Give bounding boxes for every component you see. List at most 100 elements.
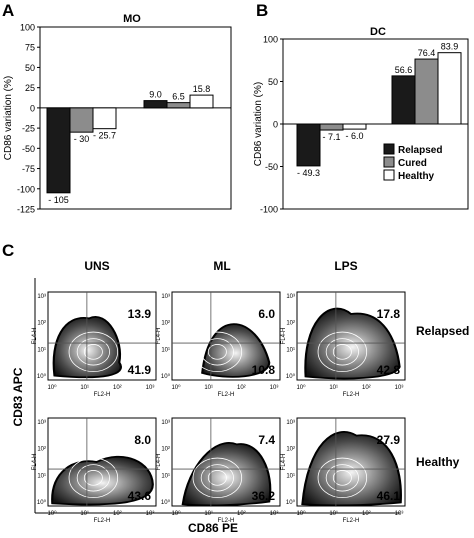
- chart-dc-bar-cured: [319, 123, 344, 131]
- flow-y-tick-label: 10⁰: [161, 499, 171, 506]
- flow-x-tick-label: 10⁰: [171, 510, 181, 517]
- flow-x-tick-label: 10¹: [204, 385, 213, 391]
- chart-dc-title: DC: [370, 26, 386, 38]
- flow-x-tick-label: 10⁰: [47, 510, 57, 517]
- flow-y-tick-label: 10¹: [286, 347, 295, 353]
- chart-dc-data-label: - 49.3: [297, 168, 320, 178]
- flow-x-tick-label: 10³: [270, 385, 279, 391]
- flow-y-tick-label: 10⁰: [161, 373, 171, 380]
- flow-density-contour: [52, 316, 122, 379]
- flow-contour-ring: [83, 344, 103, 360]
- flow-x-tick-label: 10⁰: [296, 510, 306, 517]
- chart-mo-y-axis-label: CD86 variation (%): [3, 76, 14, 160]
- flow-x-tick-label: 10²: [113, 511, 122, 517]
- row-label-relapsed: Relapsed: [416, 324, 469, 338]
- flow-x-tick-label: 10³: [146, 385, 155, 391]
- chart-mo-y-tick-label: -25: [22, 124, 35, 134]
- flow-density-contour: [181, 442, 272, 507]
- quadrant-value-lower-right: 46.1: [377, 489, 401, 503]
- col-label-ml: ML: [213, 259, 230, 273]
- flow-y-axis-label: FL4-H: [156, 454, 162, 471]
- chart-mo-y-tick-label: 0: [30, 103, 35, 113]
- chart-dc-data-label: - 7.1: [322, 132, 340, 142]
- chart-dc-y-tick-label: 0: [273, 120, 278, 130]
- chart-mo-bar-cured: [166, 102, 191, 109]
- chart-mo-title: MO: [123, 13, 141, 25]
- flow-contour-ring: [207, 344, 227, 360]
- chart-mo-data-label: - 105: [48, 195, 69, 205]
- flow-contour-ring: [332, 344, 352, 360]
- flow-x-tick-label: 10³: [395, 385, 404, 391]
- chart-dc-y-axis-label: CD86 variation (%): [253, 82, 264, 166]
- chart-mo-bar-healthy: [189, 94, 214, 109]
- flow-contour-ring: [325, 338, 359, 366]
- chart-mo: MO CD86 variation (%) -125 -100 -75 -50 -25 0…: [3, 13, 232, 215]
- chart-dc-bar-relapsed: [296, 123, 321, 167]
- chart-mo-bar-relapsed: [143, 100, 168, 109]
- flow-contour-ring: [317, 331, 368, 373]
- chart-dc-legend: Relapsed Cured Healthy: [383, 143, 442, 182]
- flow-density-contour: [201, 323, 271, 378]
- chart-mo-bar-healthy: [92, 107, 117, 130]
- chart-mo-data-label: 6.5: [172, 92, 185, 102]
- flow-plot-frame: [171, 291, 281, 381]
- chart-mo-y-tick-label: -100: [17, 184, 35, 194]
- flow-plot-frame: [296, 417, 406, 507]
- legend-swatch-cured: [383, 156, 395, 168]
- flow-y-tick-label: 10²: [161, 321, 170, 327]
- col-label-lps: LPS: [334, 259, 357, 273]
- flow-plot-frame: [296, 291, 406, 381]
- flow-x-tick-label: 10⁰: [47, 384, 57, 391]
- chart-dc-bar-healthy: [342, 123, 367, 130]
- chart-mo-y-tick-label: -50: [22, 144, 35, 154]
- chart-mo-y-tick-label: -75: [22, 164, 35, 174]
- flow-y-tick-label: 10³: [37, 420, 46, 426]
- legend-label-relapsed: Relapsed: [398, 145, 442, 156]
- quadrant-value-lower-right: 41.9: [128, 363, 152, 377]
- flow-y-tick-label: 10³: [37, 294, 46, 300]
- flow-y-tick-label: 10²: [286, 321, 295, 327]
- panel-letter-a: A: [2, 1, 14, 20]
- chart-mo-data-label: - 25.7: [93, 131, 116, 141]
- quadrant-value-lower-right: 42.8: [377, 363, 401, 377]
- flow-x-axis-label: FL2-H: [343, 392, 360, 398]
- chart-mo-data-label: 15.8: [193, 84, 211, 94]
- y-axis-label-cd83: CD83 APC: [11, 367, 25, 426]
- flow-x-tick-label: 10¹: [204, 511, 213, 517]
- quadrant-value-upper-right: 27.9: [377, 433, 401, 447]
- chart-mo-bars: - 105 - 30- 25.7 9.0 6.5 15.8: [46, 84, 214, 205]
- chart-dc-bar-relapsed: [391, 75, 416, 125]
- chart-mo-y-tick-label: -125: [17, 205, 35, 215]
- flow-contour-ring: [207, 470, 227, 486]
- flow-density-contour: [304, 307, 401, 380]
- flow-x-tick-label: 10⁰: [296, 384, 306, 391]
- flow-y-tick-label: 10⁰: [37, 373, 47, 380]
- quadrant-value-lower-right: 10.8: [252, 363, 276, 377]
- legend-label-healthy: Healthy: [398, 171, 435, 182]
- quadrant-value-upper-right: 7.4: [258, 433, 275, 447]
- flow-contour-ring: [200, 338, 234, 366]
- chart-mo-y-tick-label: 25: [25, 83, 35, 93]
- flow-contour-ring: [325, 464, 359, 492]
- flow-y-tick-label: 10²: [161, 447, 170, 453]
- flow-x-axis-label: FL2-H: [94, 392, 111, 398]
- flow-x-tick-label: 10²: [113, 385, 122, 391]
- panel-letter-c: C: [2, 241, 14, 260]
- flow-y-tick-label: 10¹: [37, 473, 46, 479]
- chart-dc-y-tick-label: -50: [265, 162, 278, 172]
- chart-mo-y-tick-label: 50: [25, 63, 35, 73]
- chart-mo-data-label: - 30: [74, 134, 90, 144]
- quadrant-value-upper-right: 6.0: [258, 307, 275, 321]
- flow-y-axis-label: FL4-H: [281, 328, 287, 345]
- chart-mo-bar-relapsed: [46, 107, 71, 194]
- flow-x-tick-label: 10²: [237, 511, 246, 517]
- flow-y-axis-label: FL4-H: [156, 328, 162, 345]
- chart-mo-y-tick-label: 75: [25, 43, 35, 53]
- flow-y-axis-label: FL4-H: [32, 328, 38, 345]
- flow-contour-ring: [192, 457, 243, 499]
